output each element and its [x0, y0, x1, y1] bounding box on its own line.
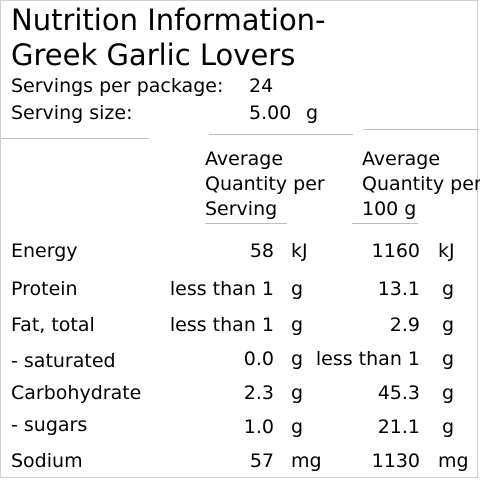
per-100g-value: 45.3: [377, 382, 420, 404]
per-serving-value: 0.0: [243, 348, 274, 370]
servings-label: Servings per package:: [11, 75, 224, 97]
per-100g-value: less than 1: [315, 348, 420, 370]
divider-right: [363, 129, 479, 130]
header-per-100g-line: 100 g: [362, 198, 417, 220]
per-serving-value: 58: [249, 240, 274, 262]
per-serving-unit: g: [291, 416, 304, 438]
per-serving-unit: g: [291, 348, 304, 370]
per-serving-unit: g: [291, 382, 304, 404]
per-serving-unit: g: [291, 278, 304, 300]
nutrient-name: Fat, total: [11, 314, 95, 336]
per-100g-value: 13.1: [377, 278, 420, 300]
nutrient-name: - sugars: [11, 414, 88, 436]
header-underline-100g: [352, 223, 418, 224]
serving-size-unit: g: [306, 102, 319, 124]
title-line-2: Greek Garlic Lovers: [11, 38, 296, 72]
title-line-1: Nutrition Information-: [11, 3, 326, 37]
per-100g-value: 1160: [371, 240, 420, 262]
serving-size-label: Serving size:: [11, 102, 133, 124]
per-serving-value: less than 1: [169, 278, 274, 300]
header-per-100g-line: Quantity per: [362, 173, 480, 195]
nutrient-name: Sodium: [11, 450, 83, 472]
per-100g-unit: g: [442, 314, 455, 336]
header-underline-serving: [205, 223, 287, 224]
per-100g-unit: g: [442, 416, 455, 438]
per-serving-value: 1.0: [243, 416, 274, 438]
nutrient-name: Carbohydrate: [11, 382, 142, 404]
divider-left: [1, 138, 149, 139]
per-serving-value: 57: [249, 450, 274, 472]
per-100g-value: 1130: [371, 450, 420, 472]
per-serving-unit: mg: [291, 450, 322, 472]
divider-middle: [209, 134, 353, 135]
header-per-serving-line: Quantity per: [205, 173, 325, 195]
serving-size-value: 5.00: [249, 102, 292, 124]
header-per-100g-line: Average: [362, 148, 441, 170]
per-100g-value: 2.9: [389, 314, 420, 336]
nutrient-name: - saturated: [11, 350, 116, 372]
per-100g-unit: kJ: [438, 240, 455, 262]
per-serving-value: 2.3: [243, 382, 274, 404]
per-serving-unit: kJ: [291, 240, 308, 262]
per-serving-unit: g: [291, 314, 304, 336]
nutrient-name: Protein: [11, 278, 78, 300]
servings-value: 24: [249, 75, 274, 97]
nutrient-name: Energy: [11, 240, 78, 262]
per-100g-unit: g: [442, 382, 455, 404]
per-serving-value: less than 1: [169, 314, 274, 336]
per-100g-unit: g: [442, 278, 455, 300]
per-100g-unit: g: [442, 348, 455, 370]
header-per-serving-line: Average: [205, 148, 284, 170]
per-100g-value: 21.1: [377, 416, 420, 438]
header-per-serving-line: Serving: [205, 198, 278, 220]
per-100g-unit: mg: [438, 450, 469, 472]
